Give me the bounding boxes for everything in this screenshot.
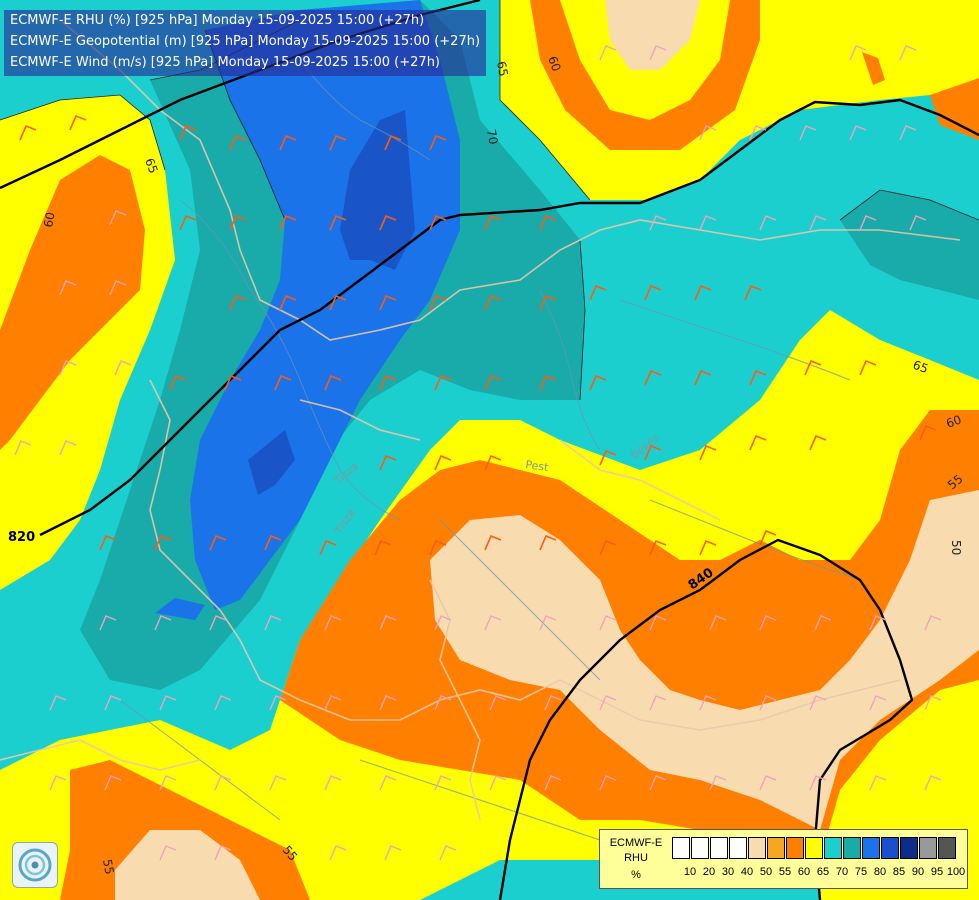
rhu-region-55-60-north-2 [862,52,885,85]
contour-label-rhu: 70 [484,128,500,145]
legend-swatch [672,837,690,859]
contour-label-rhu: 50 [949,540,963,555]
header-line-geopotential: ECMWF-E Geopotential (m) [925 hPa] Monda… [10,34,481,49]
wind-barbs-pink [14,45,942,861]
contour-label-rhu: 55 [100,858,116,875]
legend-tick-label: 90 [911,866,925,878]
legend-swatch [900,837,918,859]
legend-unit: % [631,869,641,881]
geopotential-label: 820 [8,530,35,545]
legend-tick-label: 70 [835,866,849,878]
legend-tick-label: 80 [873,866,887,878]
legend-tick-label: 95 [930,866,944,878]
map-header: ECMWF-E RHU (%) [925 hPa] Monday 15-09-2… [4,10,486,76]
legend-swatch [767,837,785,859]
rhu-region-75-80-sw [155,598,205,620]
legend-swatch [805,837,823,859]
legend-swatches [672,837,957,859]
contour-label-rhu: 60 [545,54,563,73]
rhu-region-55-60-north-1 [530,0,760,150]
legend-variable: RHU [624,852,648,864]
rhu-region-50-55-sw [115,830,260,900]
legend-swatch [786,837,804,859]
wind-barbs-orange [19,114,937,556]
legend-tick-label: 20 [702,866,716,878]
legend-swatch [748,837,766,859]
ecmwf-logo-icon [12,842,58,888]
legend-tick-label: 10 [683,866,697,878]
legend-swatch [824,837,842,859]
legend-tick-label: 30 [721,866,735,878]
legend-swatch [938,837,956,859]
legend-tick-label: 55 [778,866,792,878]
legend-ticks: 10 20 30 40 50 55 60 65 70 75 80 85 90 95 100 [672,866,968,880]
legend-swatch [862,837,880,859]
legend-swatch [843,837,861,859]
contour-label-rhu: 60 [41,211,57,228]
rhu-region-55-60-west [0,155,145,450]
place-label: Pest [525,458,550,474]
legend-swatch [919,837,937,859]
rhu-region-50-55-south [430,490,979,830]
rhu-region-55-60-ne [930,78,979,140]
legend-swatch [881,837,899,859]
contour-label-rhu: 60 [944,412,963,430]
rhu-region-50-55-north [605,0,700,70]
legend-tick-label: 85 [892,866,906,878]
legend-tick-label: 50 [759,866,773,878]
contour-label-rhu: 65 [494,60,510,77]
contour-label-rhu: 65 [911,358,930,376]
legend-swatch [710,837,728,859]
rhu-region-70-75-east [840,190,979,300]
legend-tick-label: 100 [946,866,966,878]
legend-swatch [691,837,709,859]
rhu-legend: ECMWF-E RHU % 10 20 30 40 50 55 60 65 70 75 80 85 90… [599,829,968,889]
header-line-wind: ECMWF-E Wind (m/s) [925 hPa] Monday 15-0… [10,55,441,70]
contour-label-rhu: 65 [142,156,160,175]
legend-swatch [729,837,747,859]
legend-tick-label: 65 [816,866,830,878]
rhu-region-80-85-north [340,110,415,270]
legend-tick-label: 60 [797,866,811,878]
legend-tick-label: 40 [740,866,754,878]
legend-title: ECMWF-E [609,837,663,849]
rhu-region-80-85-south [248,430,295,495]
header-line-rhu: ECMWF-E RHU (%) [925 hPa] Monday 15-09-2… [10,13,425,28]
legend-tick-label: 75 [854,866,868,878]
borders [0,19,961,821]
